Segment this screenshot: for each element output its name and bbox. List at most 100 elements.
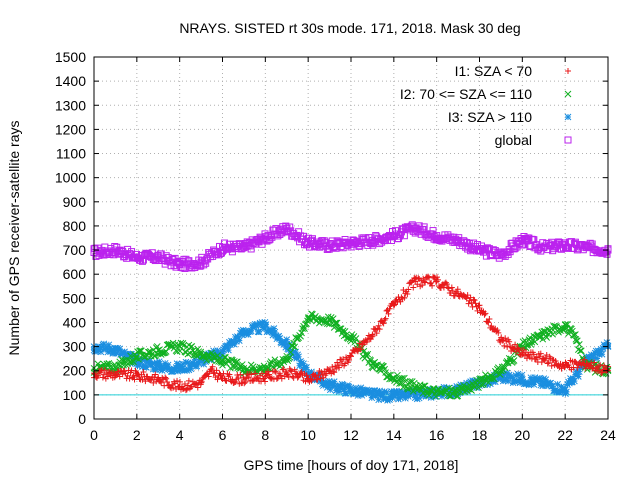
series-2-mark <box>487 380 494 388</box>
data-point <box>283 340 291 348</box>
series-0-mark <box>226 371 233 378</box>
series-2-mark <box>397 394 404 401</box>
series-1-mark <box>125 356 132 364</box>
series-3-mark <box>461 238 469 246</box>
series-0-mark <box>428 279 435 286</box>
series-1-mark <box>264 364 272 372</box>
data-point <box>497 373 505 381</box>
series-2-mark <box>326 386 334 394</box>
y-tick-label: 1000 <box>55 170 86 186</box>
series-2-mark <box>294 351 301 359</box>
data-point <box>198 379 205 386</box>
data-point <box>348 353 354 360</box>
data-point <box>112 345 119 353</box>
series-1-mark <box>298 329 305 337</box>
data-point <box>305 377 312 384</box>
series-2-mark <box>509 379 517 387</box>
series-1-mark <box>127 352 134 360</box>
series-2-mark <box>183 367 191 374</box>
series-1-mark <box>133 354 140 362</box>
series-0-mark <box>601 362 608 369</box>
series-2-mark <box>325 377 333 385</box>
series-2-mark <box>438 392 446 400</box>
series-1-mark <box>103 360 111 368</box>
series-0-mark <box>140 369 147 376</box>
series-1-mark <box>162 348 170 355</box>
y-tick-label: 0 <box>78 411 86 427</box>
series-2-mark <box>536 374 544 382</box>
series-0-mark <box>317 375 324 382</box>
series-1-mark <box>136 347 143 355</box>
series-0-mark <box>331 369 338 376</box>
data-point <box>154 253 162 261</box>
data-point <box>240 244 248 252</box>
data-point <box>433 232 441 240</box>
legend-label: I3: SZA > 110 <box>448 109 532 125</box>
series-0-mark <box>421 278 428 285</box>
series-0-mark <box>533 354 540 361</box>
series-0-mark <box>357 346 364 353</box>
series-2-mark <box>337 385 345 392</box>
series-2-mark <box>518 371 526 379</box>
series-0-mark <box>488 322 495 329</box>
series-2-mark <box>367 389 375 396</box>
series-2-mark <box>598 350 606 358</box>
data-point <box>240 328 248 336</box>
data-point <box>240 364 248 372</box>
data-point <box>176 261 184 269</box>
x-tick-label: 12 <box>343 427 359 443</box>
series-3-mark <box>276 231 284 239</box>
series-0-mark <box>380 320 387 327</box>
series-2-mark <box>300 360 307 368</box>
data-point <box>497 336 504 343</box>
series-2-mark <box>413 395 421 403</box>
series-2-mark <box>156 366 164 373</box>
series-2-mark <box>547 379 555 387</box>
series-2-mark <box>375 396 383 404</box>
series-0-mark <box>504 343 511 350</box>
series-2-mark <box>352 384 360 392</box>
series-0-mark <box>314 376 321 383</box>
data-point <box>390 392 398 400</box>
series-2-mark <box>239 326 247 334</box>
data-point <box>133 352 141 360</box>
series-0-mark <box>443 281 450 288</box>
x-tick-label: 0 <box>90 427 98 443</box>
series-1-mark <box>527 341 535 348</box>
data-point <box>294 371 301 378</box>
series-2-mark <box>516 379 524 387</box>
series-2-mark <box>161 359 169 367</box>
series-0-mark <box>182 387 189 394</box>
series-0-mark <box>104 373 111 380</box>
series-0-mark <box>169 381 176 388</box>
data-point <box>562 362 569 369</box>
series-2-mark <box>453 383 461 390</box>
series-0-mark <box>147 377 154 384</box>
series-0-mark <box>285 374 292 381</box>
series-0-mark <box>158 379 165 386</box>
series-0-mark <box>235 375 242 382</box>
data-point <box>518 375 526 383</box>
series-2-mark <box>514 370 522 378</box>
data-point <box>304 314 312 321</box>
series-2-mark <box>117 351 125 358</box>
series-2-mark <box>255 328 263 336</box>
series-0-mark <box>429 282 436 289</box>
data-point <box>497 367 505 375</box>
series-2-mark <box>415 394 423 402</box>
series-2-mark <box>214 347 221 354</box>
data-point <box>390 374 398 382</box>
series-2-mark <box>306 373 313 381</box>
data-point <box>133 253 141 261</box>
data-point <box>283 355 291 363</box>
data-point <box>368 236 376 244</box>
series-2-mark <box>383 388 390 396</box>
data-point <box>326 381 333 389</box>
series-0-mark <box>217 371 224 378</box>
series-2-mark <box>173 360 181 367</box>
series-0-mark <box>194 384 201 391</box>
series-2-mark <box>342 389 350 397</box>
series-0-mark <box>537 350 544 357</box>
series-0-mark <box>185 377 192 384</box>
